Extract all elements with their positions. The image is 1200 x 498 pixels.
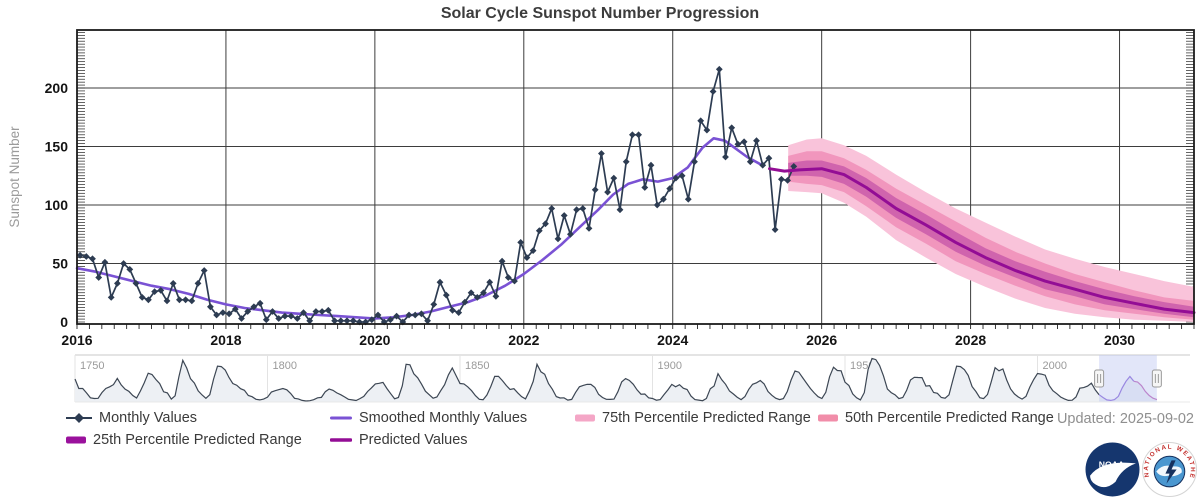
legend: Monthly Values Smoothed Monthly Values 7… <box>66 410 1054 448</box>
navigator-handle-right[interactable] <box>1151 369 1162 388</box>
smoothed-line-icon <box>330 416 352 420</box>
legend-label: 75th Percentile Predicted Range <box>602 410 811 426</box>
main-chart[interactable]: 2016 2018 2020 2022 2024 2026 2028 2030 0 50 100 15… <box>0 0 1200 352</box>
nws-logo[interactable]: NATIONAL WEATHER SERVICE <box>1142 442 1197 497</box>
smoothed-series-line <box>75 137 764 320</box>
x-tick-label: 2020 <box>359 332 390 348</box>
navigator-year-label: 1800 <box>273 360 297 372</box>
x-tick-label: 2026 <box>806 332 837 348</box>
band-50-swatch-icon <box>818 414 838 422</box>
legend-label: Smoothed Monthly Values <box>359 410 528 426</box>
legend-item-25th-percentile[interactable]: 25th Percentile Predicted Range <box>66 432 330 448</box>
monthly-series-markers <box>76 65 798 326</box>
legend-item-monthly-values[interactable]: Monthly Values <box>66 410 330 426</box>
x-tick-label: 2016 <box>61 332 92 348</box>
navigator-year-label: 1750 <box>80 360 104 372</box>
navigator-year-label: 1850 <box>465 360 489 372</box>
predicted-line-icon <box>330 438 352 442</box>
legend-item-smoothed-monthly-values[interactable]: Smoothed Monthly Values <box>330 410 575 426</box>
prediction-band <box>788 151 1194 320</box>
legend-item-predicted-values[interactable]: Predicted Values <box>330 432 575 448</box>
y-axis-title: Sunspot Number <box>7 126 22 228</box>
legend-item-50th-percentile[interactable]: 50th Percentile Predicted Range <box>818 410 1054 426</box>
x-tick-label: 2028 <box>955 332 986 348</box>
navigator-line <box>74 357 1100 402</box>
legend-item-75th-percentile[interactable]: 75th Percentile Predicted Range <box>575 410 818 426</box>
navigator-line <box>1098 375 1135 402</box>
navigator-year-label: 1900 <box>658 360 682 372</box>
legend-label: Monthly Values <box>99 410 198 426</box>
x-tick-label: 2024 <box>657 332 688 348</box>
navigator[interactable]: 1750 1800 1850 1900 1950 2000 <box>0 352 1200 408</box>
y-tick-label: 100 <box>45 197 69 213</box>
monthly-series-line <box>79 68 795 323</box>
monthly-values-icon <box>66 413 92 423</box>
y-tick-label: 0 <box>60 314 68 330</box>
chart-title: Solar Cycle Sunspot Number Progression <box>440 5 760 22</box>
plot-frame <box>76 29 1195 325</box>
svg-text:NOAA: NOAA <box>1099 459 1125 469</box>
band-75-swatch-icon <box>575 414 595 422</box>
navigator-area <box>75 358 1157 402</box>
legend-label: 25th Percentile Predicted Range <box>93 432 302 448</box>
y-tick-label: 150 <box>45 139 69 155</box>
navigator-selection[interactable] <box>1099 355 1157 402</box>
x-tick-label: 2018 <box>210 332 241 348</box>
navigator-line <box>1133 380 1158 401</box>
prediction-band <box>788 138 1194 322</box>
y-tick-label: 200 <box>45 80 69 96</box>
legend-label: 50th Percentile Predicted Range <box>845 410 1054 426</box>
updated-timestamp: Updated: 2025-09-02 <box>1056 411 1194 427</box>
x-tick-label: 2022 <box>508 332 539 348</box>
navigator-year-label: 2000 <box>1043 360 1067 372</box>
band-25-swatch-icon <box>66 436 86 444</box>
agency-logos: NOAA NATIONAL WEATHER SERVICE <box>1085 442 1197 497</box>
legend-label: Predicted Values <box>359 432 468 448</box>
x-tick-label: 2030 <box>1104 332 1135 348</box>
noaa-logo[interactable]: NOAA <box>1085 442 1140 497</box>
y-tick-label: 50 <box>52 256 68 272</box>
predicted-series-line <box>768 167 1196 315</box>
navigator-handle-left[interactable] <box>1094 369 1105 388</box>
prediction-band <box>788 160 1194 318</box>
